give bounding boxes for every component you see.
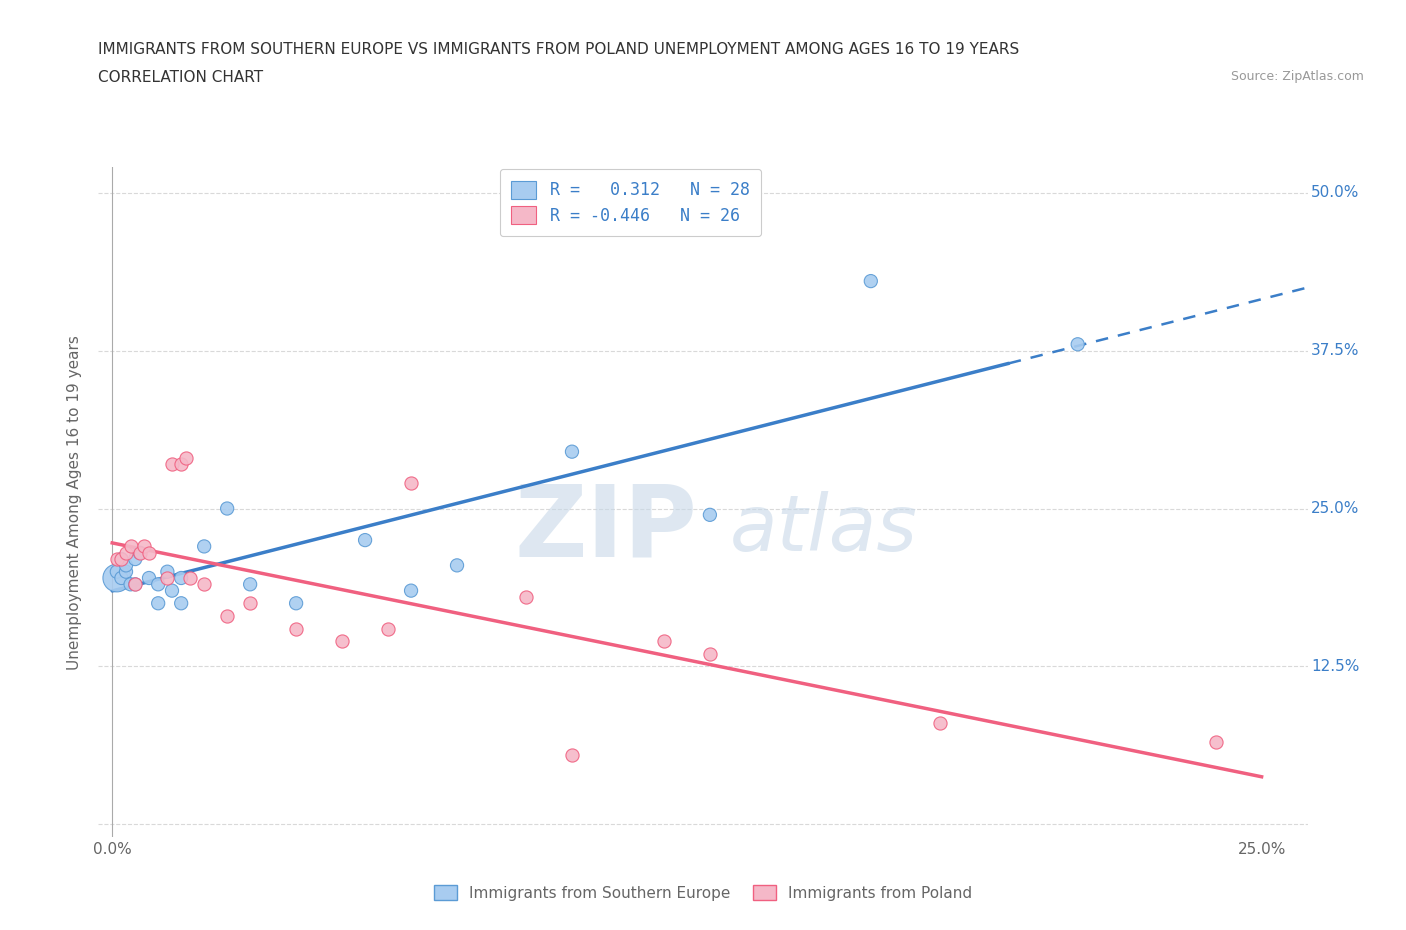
Point bbox=[170, 571, 193, 586]
Point bbox=[128, 545, 150, 560]
Point bbox=[239, 577, 262, 591]
Point bbox=[160, 583, 183, 598]
Point bbox=[115, 558, 138, 573]
Point bbox=[354, 533, 377, 548]
Point bbox=[105, 571, 128, 586]
Point bbox=[124, 577, 146, 591]
Point bbox=[174, 450, 197, 465]
Point bbox=[124, 577, 146, 591]
Point bbox=[285, 596, 308, 611]
Point bbox=[179, 571, 201, 586]
Point bbox=[156, 571, 179, 586]
Point bbox=[515, 590, 537, 604]
Point bbox=[699, 508, 721, 523]
Point bbox=[330, 633, 353, 648]
Point bbox=[160, 457, 183, 472]
Point bbox=[148, 577, 170, 591]
Text: atlas: atlas bbox=[730, 491, 918, 567]
Point bbox=[217, 608, 239, 623]
Point bbox=[156, 565, 179, 579]
Point bbox=[928, 716, 950, 731]
Point bbox=[561, 748, 583, 763]
Point bbox=[399, 476, 422, 491]
Point bbox=[561, 445, 583, 459]
Text: 50.0%: 50.0% bbox=[1312, 185, 1360, 200]
Y-axis label: Unemployment Among Ages 16 to 19 years: Unemployment Among Ages 16 to 19 years bbox=[67, 335, 83, 670]
Point bbox=[193, 539, 215, 554]
Point bbox=[138, 545, 160, 560]
Point bbox=[124, 551, 146, 566]
Point bbox=[170, 457, 193, 472]
Text: IMMIGRANTS FROM SOUTHERN EUROPE VS IMMIGRANTS FROM POLAND UNEMPLOYMENT AMONG AGE: IMMIGRANTS FROM SOUTHERN EUROPE VS IMMIG… bbox=[98, 42, 1019, 57]
Point bbox=[120, 577, 142, 591]
Text: 25.0%: 25.0% bbox=[1312, 501, 1360, 516]
Point bbox=[193, 577, 215, 591]
Point bbox=[115, 565, 138, 579]
Point bbox=[170, 596, 193, 611]
Point bbox=[148, 596, 170, 611]
Point bbox=[377, 621, 399, 636]
Point bbox=[1067, 337, 1090, 352]
Point bbox=[859, 273, 882, 288]
Point bbox=[120, 539, 142, 554]
Point bbox=[134, 539, 156, 554]
Text: Source: ZipAtlas.com: Source: ZipAtlas.com bbox=[1230, 70, 1364, 83]
Point bbox=[115, 545, 138, 560]
Point bbox=[285, 621, 308, 636]
Point bbox=[138, 571, 160, 586]
Point bbox=[217, 501, 239, 516]
Point bbox=[652, 633, 675, 648]
Text: ZIP: ZIP bbox=[515, 481, 697, 578]
Point bbox=[446, 558, 468, 573]
Point bbox=[110, 551, 132, 566]
Text: CORRELATION CHART: CORRELATION CHART bbox=[98, 70, 263, 85]
Point bbox=[699, 646, 721, 661]
Point bbox=[239, 596, 262, 611]
Point bbox=[399, 583, 422, 598]
Point bbox=[110, 571, 132, 586]
Text: 37.5%: 37.5% bbox=[1312, 343, 1360, 358]
Point bbox=[128, 545, 150, 560]
Point bbox=[1205, 735, 1227, 750]
Point bbox=[110, 551, 132, 566]
Point bbox=[105, 551, 128, 566]
Point bbox=[105, 565, 128, 579]
Legend: R =   0.312   N = 28, R = -0.446   N = 26: R = 0.312 N = 28, R = -0.446 N = 26 bbox=[499, 169, 761, 236]
Text: 12.5%: 12.5% bbox=[1312, 659, 1360, 674]
Legend: Immigrants from Southern Europe, Immigrants from Poland: Immigrants from Southern Europe, Immigra… bbox=[427, 879, 979, 907]
